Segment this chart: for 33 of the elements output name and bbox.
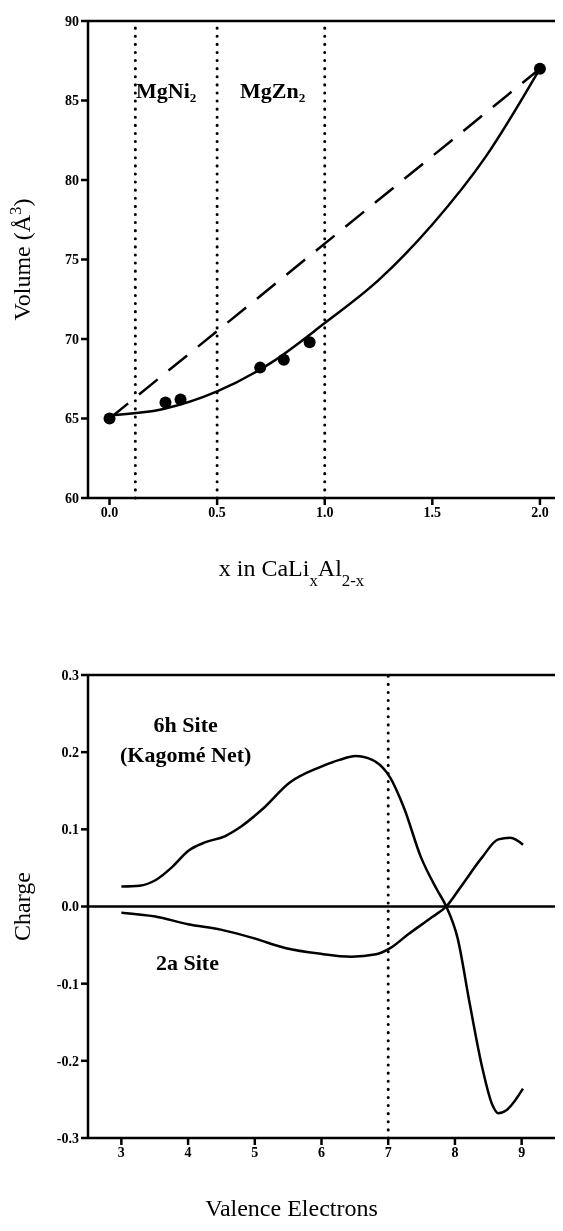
y-tick-label: 90 (65, 13, 79, 29)
y-tick-label: 0.0 (61, 899, 79, 915)
y-tick-label: 0.3 (61, 667, 79, 683)
y-tick-label: 60 (65, 490, 79, 506)
y-tick-label: 65 (65, 411, 79, 427)
x-axis-title: x in CaLi$_{x}$Al$_{2-x}$ (218, 555, 365, 590)
x-tick-label: 3 (117, 1144, 125, 1160)
y-axis-title: Charge (9, 872, 35, 941)
x-tick-label: 2.0 (531, 504, 549, 520)
y-tick-label: -0.1 (56, 976, 79, 992)
annotation: MgZn₂ (240, 77, 306, 105)
x-tick-label: 7 (384, 1144, 392, 1160)
y-tick-label: 0.2 (61, 745, 79, 761)
annotation: MgNi₂ (136, 77, 197, 105)
x-axis-title: Valence Electrons (205, 1195, 378, 1221)
x-tick-label: 4 (184, 1144, 192, 1160)
x-tick-label: 6 (318, 1144, 325, 1160)
y-tick-label: -0.3 (56, 1130, 79, 1146)
x-tick-label: 0.5 (208, 504, 226, 520)
y-tick-label: 75 (65, 252, 79, 268)
x-tick-label: 9 (518, 1144, 526, 1160)
x-tick-label: 0.0 (100, 504, 119, 520)
x-tick-label: 1.5 (423, 504, 442, 520)
y-tick-label: -0.2 (56, 1053, 79, 1069)
y-tick-label: 0.1 (61, 822, 79, 838)
y-tick-label: 85 (65, 93, 79, 109)
x-tick-label: 5 (251, 1144, 259, 1160)
x-tick-label: 1.0 (315, 504, 334, 520)
y-tick-label: 80 (65, 172, 79, 188)
x-tick-label: 8 (451, 1144, 459, 1160)
annotation: 2a Site (156, 949, 219, 977)
y-tick-label: 70 (65, 331, 79, 347)
annotation: 6h Site (Kagomé Net) (120, 711, 252, 769)
